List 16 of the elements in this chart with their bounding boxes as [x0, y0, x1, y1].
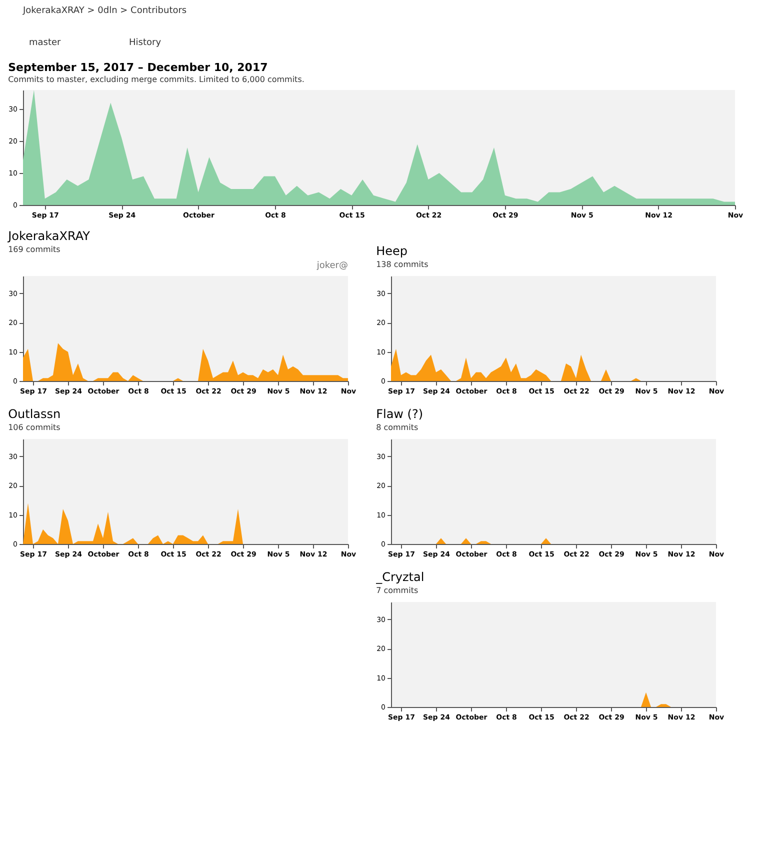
- chart-title: September 15, 2017 – December 10, 2017: [8, 61, 268, 74]
- chart-subtitle: 8 commits: [376, 423, 418, 432]
- chart-title: JokerakaXRAY: [7, 229, 91, 243]
- chart-title: Heep: [376, 244, 408, 258]
- text: JokerakaXRAY > 0dln > Contributors: [22, 6, 187, 16]
- chart-subtitle: 138 commits: [376, 260, 428, 269]
- chart-subtitle: Commits to master, excluding merge commits. Limited to 6,000 commits.: [8, 75, 304, 84]
- chart-subtitle: 169 commits: [8, 245, 60, 254]
- text: joker@: [316, 261, 348, 271]
- chart-subtitle: 7 commits: [376, 586, 418, 595]
- chart-subtitle: 106 commits: [8, 423, 60, 432]
- chart-title: Flaw (?): [376, 407, 424, 421]
- chart-title: Outlassn: [8, 407, 61, 421]
- text: History: [129, 38, 162, 48]
- chart-title: _Cryztal: [375, 570, 424, 584]
- text: master: [29, 38, 62, 48]
